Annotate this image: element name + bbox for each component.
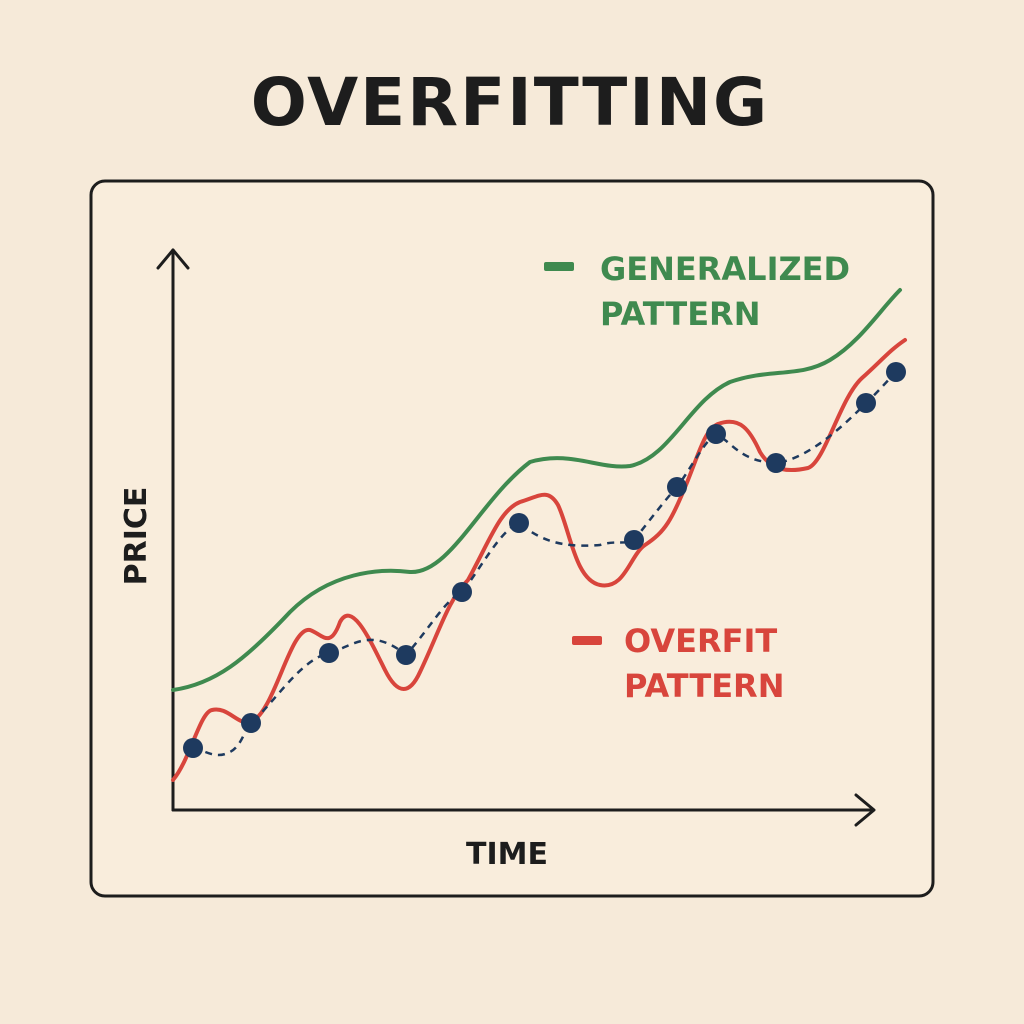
x-arrow [854, 793, 876, 827]
legend-label: GENERALIZED [600, 250, 850, 288]
legend-label: PATTERN [624, 667, 784, 705]
x-axis-label: TIME [466, 837, 548, 872]
chart-frame [89, 179, 935, 898]
y-axis-label: PRICE [119, 487, 154, 586]
data-point [319, 643, 339, 663]
title: OVERFITTING [251, 64, 769, 141]
generalized-curve [171, 288, 902, 692]
overfit-curve [171, 338, 907, 782]
data-point [706, 424, 726, 444]
data-point [509, 513, 529, 533]
legend-label: OVERFIT [624, 622, 777, 660]
legend-swatch [572, 636, 602, 645]
legend-swatch [544, 262, 574, 271]
data-point [396, 645, 416, 665]
data-point [624, 530, 644, 550]
data-point [766, 453, 786, 473]
data-point [886, 362, 906, 382]
data-point [667, 477, 687, 497]
axes [156, 248, 876, 827]
data-point [856, 393, 876, 413]
data-point [241, 713, 261, 733]
legend-label: PATTERN [600, 295, 760, 333]
y-arrow [156, 248, 190, 270]
data-points [183, 362, 906, 758]
data-point [452, 582, 472, 602]
data-point [183, 738, 203, 758]
